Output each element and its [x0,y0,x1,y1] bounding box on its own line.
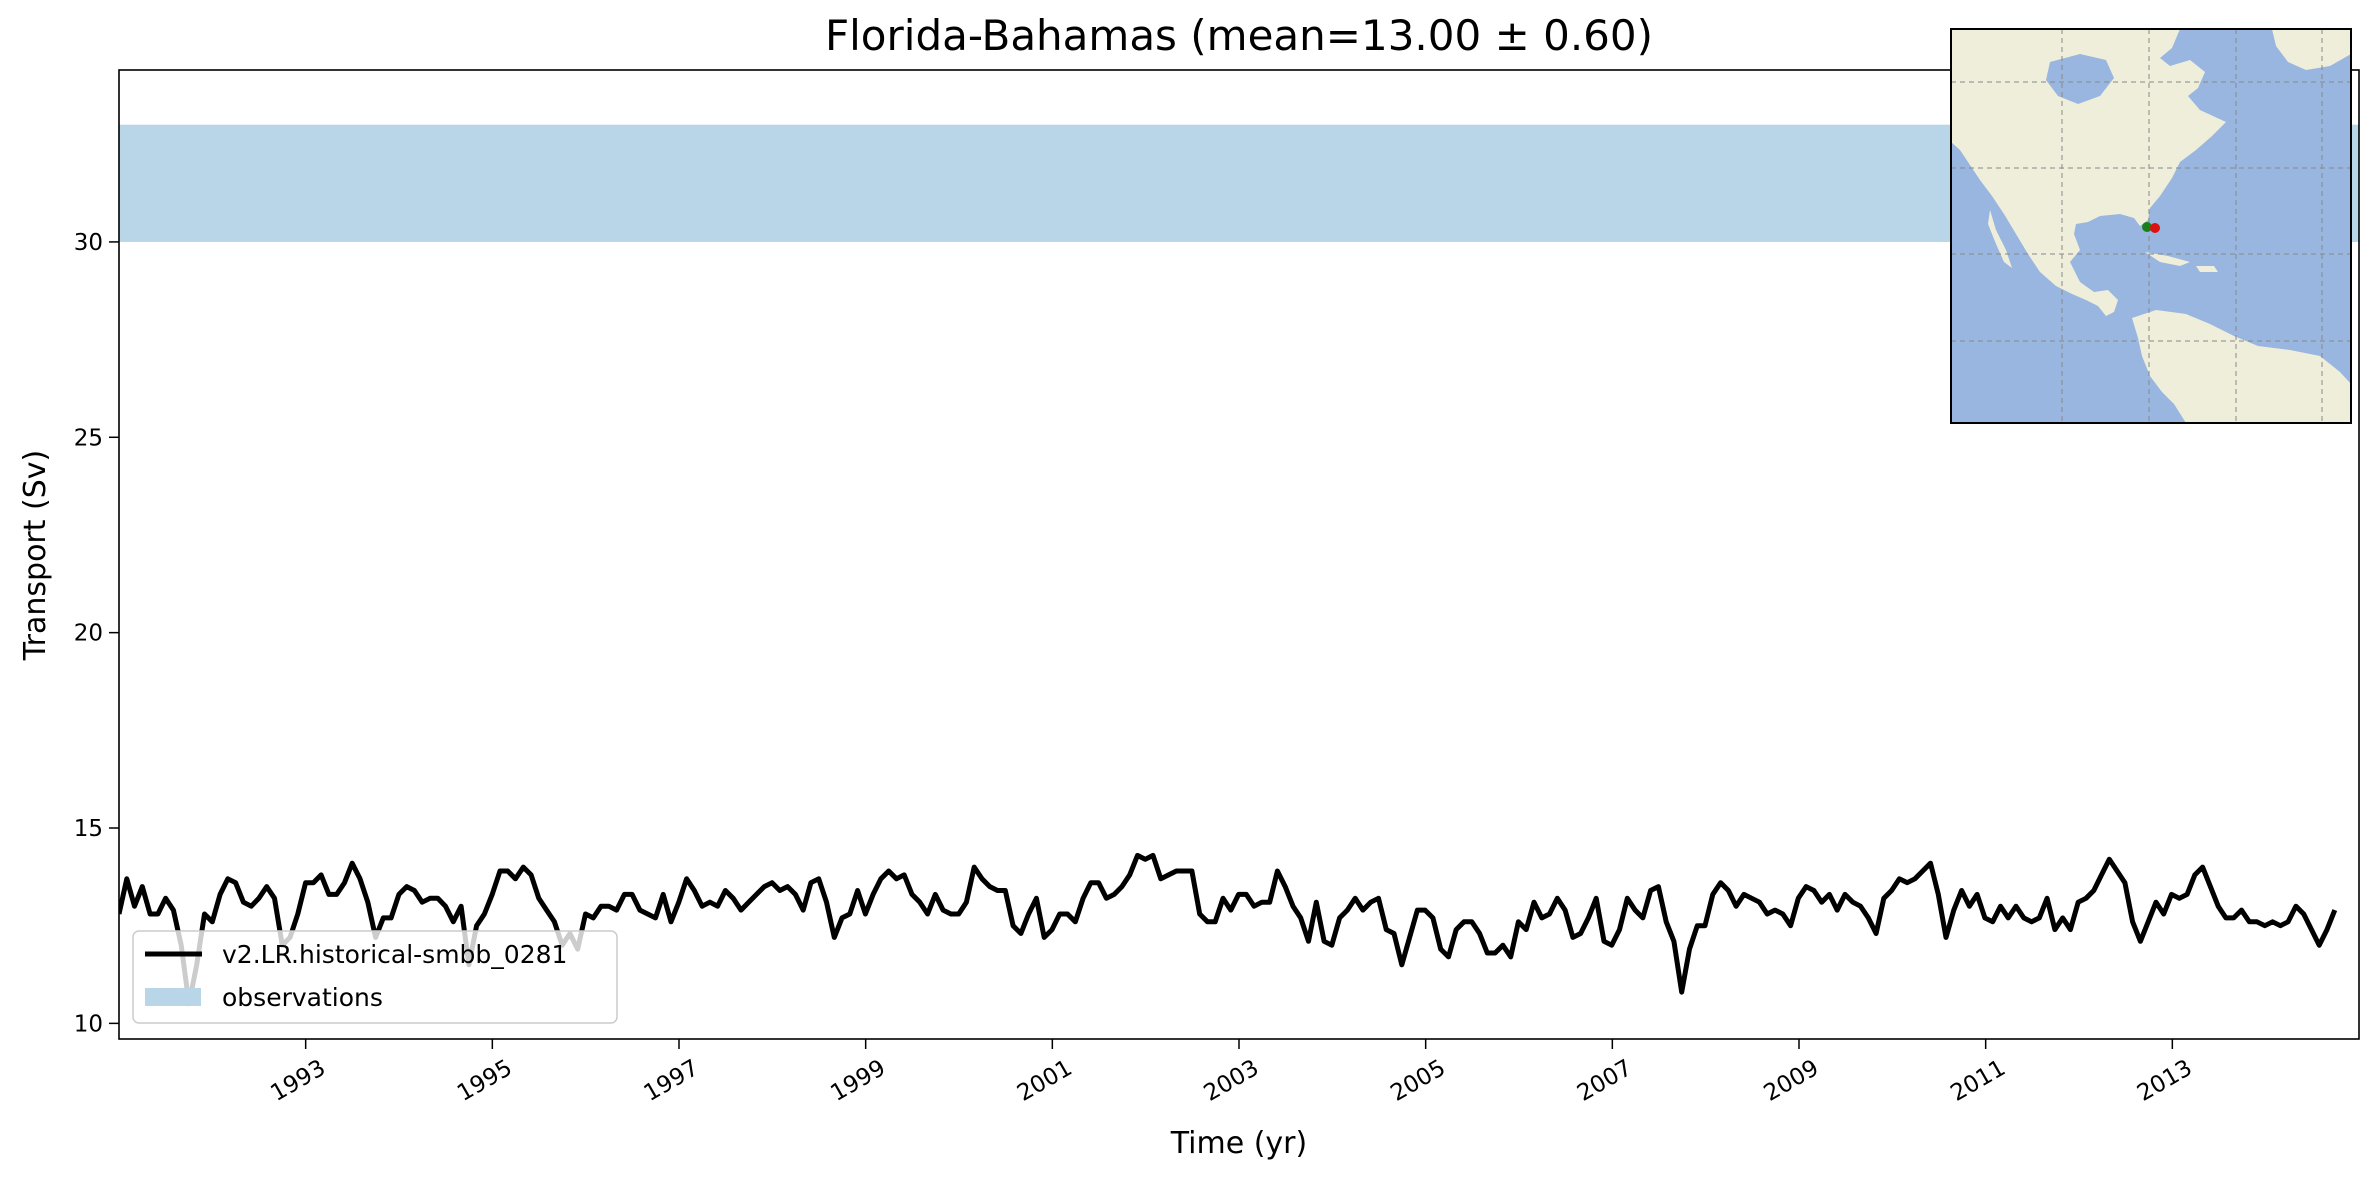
legend-label-observations: observations [222,983,383,1012]
legend: v2.LR.historical-smbb_0281 observations [132,930,618,1024]
x-tick-label: 1995 [453,1055,517,1107]
chart-title: Florida-Bahamas (mean=13.00 ± 0.60) [825,11,1653,60]
x-tick-label: 2001 [1013,1055,1077,1107]
green-marker [2142,222,2152,232]
series-line-0 [119,852,2338,1007]
red-marker [2150,223,2160,233]
y-tick-label: 10 [74,1011,103,1037]
x-tick-label: 2009 [1760,1055,1824,1107]
y-tick-label: 30 [74,230,103,256]
hudson-bay-water [2046,54,2114,104]
north-america-landmass [1951,29,2226,316]
y-axis: 10 15 20 25 30 [74,230,119,1037]
hispaniola [2196,266,2218,272]
x-tick-label: 1999 [826,1055,890,1107]
legend-box [132,930,618,1024]
x-tick-label: 2013 [2133,1055,2197,1107]
x-tick-label: 2007 [1573,1055,1637,1107]
y-tick-label: 20 [74,621,103,647]
x-tick-label: 2003 [1200,1055,1264,1107]
y-tick-label: 15 [74,816,103,842]
y-tick-label: 25 [74,425,103,451]
inset-map [1950,28,2352,424]
x-tick-label: 1993 [266,1055,330,1107]
legend-label-model: v2.LR.historical-smbb_0281 [222,940,567,969]
south-america-landmass [2132,310,2351,423]
cuba [2145,252,2190,266]
map-gridlines [1951,29,2351,423]
x-tick-label: 2005 [1386,1055,1450,1107]
x-axis: 1993 1995 1997 1999 2001 2003 2005 2007 2009 2011… [266,1039,2197,1107]
x-tick-label: 2011 [1946,1055,2010,1107]
x-tick-label: 1997 [640,1055,704,1107]
legend-swatch-observations [145,988,201,1006]
map-frame [1950,28,2352,424]
x-axis-label: Time (yr) [1170,1126,1307,1161]
greenland [2272,29,2351,70]
y-axis-label: Transport (Sv) [18,450,53,662]
